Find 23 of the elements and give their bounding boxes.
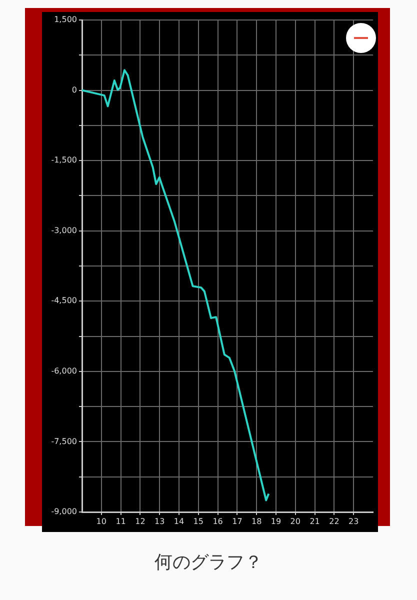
- y-tick-label: -6,000: [51, 366, 77, 376]
- y-tick-label: -9,000: [51, 507, 77, 516]
- y-tick-label: -7,500: [51, 436, 77, 446]
- x-tick-label: 12: [135, 516, 146, 526]
- y-tick-label: 0: [72, 85, 77, 94]
- y-tick-label: -3,000: [51, 226, 77, 235]
- x-tick-label: 20: [290, 516, 300, 526]
- x-tick-label: 23: [348, 516, 359, 526]
- x-tick-label: 16: [212, 516, 223, 526]
- x-tick-label: 10: [96, 516, 106, 526]
- x-tick-label: 19: [270, 516, 282, 526]
- x-tick-label: 18: [252, 516, 262, 526]
- x-tick-label: 17: [232, 516, 242, 526]
- y-tick-label: 1,500: [54, 15, 77, 24]
- x-tick-label: 22: [329, 516, 340, 526]
- y-tick-label: -1,500: [51, 156, 77, 165]
- x-tick-label: 21: [310, 516, 320, 526]
- x-tick-label: 13: [154, 516, 165, 526]
- text: 何のグラフ？: [154, 551, 264, 574]
- x-tick-label: 11: [116, 516, 126, 526]
- x-tick-label: 15: [193, 516, 204, 526]
- y-tick-label: -4,500: [51, 296, 77, 306]
- x-tick-label: 14: [174, 516, 184, 526]
